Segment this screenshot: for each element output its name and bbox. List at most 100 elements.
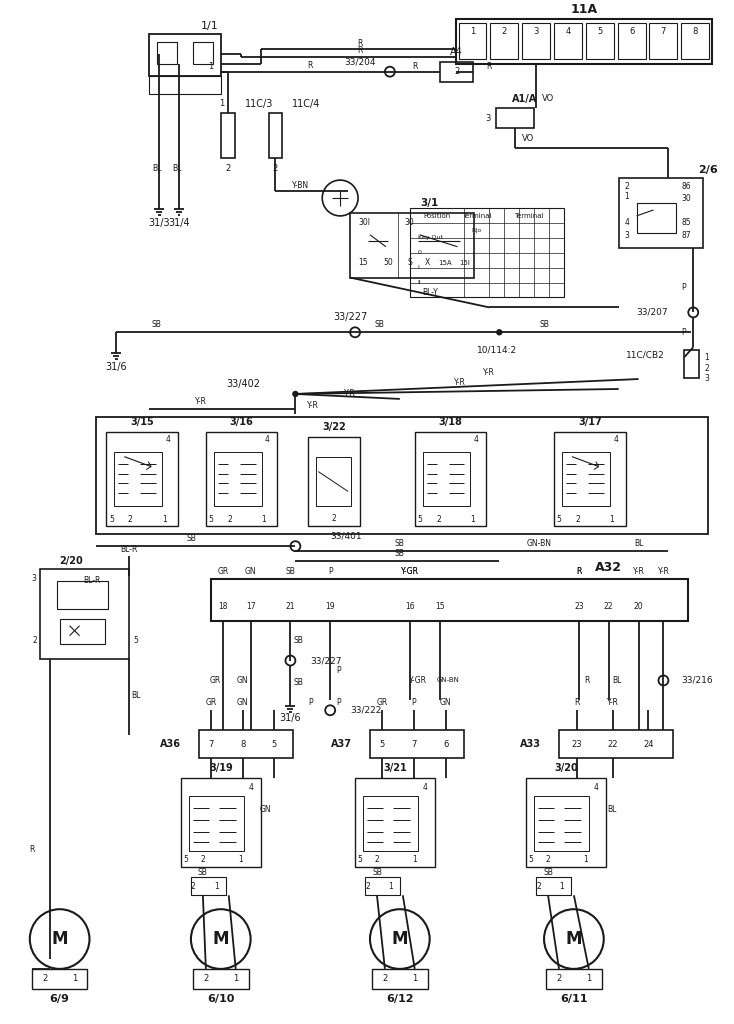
Text: 2: 2 (191, 882, 196, 891)
Text: 2: 2 (556, 975, 562, 983)
Text: 3/1: 3/1 (421, 198, 439, 208)
Text: 1: 1 (583, 855, 588, 864)
Text: Position: Position (423, 213, 450, 219)
Text: 8: 8 (693, 28, 698, 37)
Bar (370, 730, 465, 758)
Text: SB: SB (372, 868, 382, 877)
Text: R: R (308, 61, 313, 71)
Text: 3/16: 3/16 (230, 417, 253, 427)
Bar (269, 114, 283, 159)
Bar (206, 432, 277, 526)
Text: 3: 3 (486, 114, 491, 123)
Text: 2: 2 (228, 515, 232, 524)
Bar (40, 569, 129, 658)
Text: 4: 4 (624, 218, 629, 227)
Bar (350, 213, 474, 278)
Bar (106, 432, 178, 526)
Circle shape (385, 67, 395, 77)
Text: 30I: 30I (358, 218, 370, 227)
Text: GN-BN: GN-BN (526, 539, 551, 548)
Text: 3/17: 3/17 (578, 417, 602, 427)
Text: M: M (213, 930, 229, 948)
Text: 15A: 15A (437, 260, 451, 265)
Bar (363, 796, 418, 851)
Text: 5: 5 (357, 855, 363, 864)
Text: 31/3: 31/3 (148, 218, 170, 228)
Text: BL: BL (634, 539, 643, 548)
Text: 23: 23 (574, 602, 584, 611)
Text: 4: 4 (265, 435, 270, 444)
Text: 2: 2 (200, 855, 206, 864)
Text: 50: 50 (383, 258, 393, 267)
Text: 3: 3 (32, 574, 37, 584)
Text: R: R (574, 697, 580, 707)
Text: 7: 7 (208, 739, 214, 749)
Text: 1: 1 (412, 855, 417, 864)
Text: Y-R: Y-R (607, 697, 619, 707)
Text: 2: 2 (545, 855, 550, 864)
Text: 3/15: 3/15 (131, 417, 154, 427)
Bar (211, 579, 688, 621)
Text: R: R (576, 566, 581, 575)
Text: Key Out: Key Out (418, 236, 443, 241)
Text: 31/6: 31/6 (106, 362, 127, 372)
Text: 1: 1 (214, 882, 219, 891)
Text: A37: A37 (331, 739, 352, 750)
Text: 2: 2 (624, 181, 629, 190)
Bar (490, 23, 518, 58)
Text: 2: 2 (536, 882, 541, 891)
Text: 3/22: 3/22 (322, 422, 346, 432)
Text: 4: 4 (248, 783, 253, 793)
Text: Terminal: Terminal (515, 213, 544, 219)
Text: M: M (391, 930, 408, 948)
Text: I: I (418, 265, 420, 270)
Circle shape (544, 909, 604, 969)
Circle shape (370, 909, 429, 969)
Bar (459, 23, 487, 58)
Text: 1: 1 (219, 99, 224, 108)
Text: M: M (566, 930, 582, 948)
Text: GR: GR (209, 676, 220, 685)
Text: 30: 30 (681, 194, 691, 203)
Text: 1: 1 (388, 882, 393, 891)
Text: SB: SB (543, 868, 553, 877)
Text: 5: 5 (597, 28, 603, 37)
Text: 22: 22 (608, 739, 618, 749)
Text: 3/20: 3/20 (554, 763, 578, 773)
Text: R: R (487, 62, 492, 72)
Text: 6/11: 6/11 (560, 993, 588, 1004)
Text: 33/401: 33/401 (330, 531, 362, 541)
Circle shape (325, 706, 335, 715)
Text: 6/9: 6/9 (50, 993, 70, 1004)
Text: 6/10: 6/10 (207, 993, 234, 1004)
Text: 2: 2 (501, 28, 507, 37)
Text: 1: 1 (624, 191, 629, 201)
Text: 3/21: 3/21 (383, 763, 407, 773)
Text: 15: 15 (358, 258, 368, 267)
Bar (214, 452, 261, 506)
Text: 3: 3 (534, 28, 539, 37)
Text: SB: SB (186, 534, 196, 543)
Bar (199, 730, 294, 758)
Text: Y-GR: Y-GR (409, 676, 426, 685)
Text: 11C/4: 11C/4 (292, 98, 321, 109)
Text: 33/227: 33/227 (333, 312, 367, 323)
Text: S: S (407, 258, 413, 267)
Text: 4: 4 (565, 28, 570, 37)
Text: 5: 5 (418, 515, 422, 524)
Circle shape (30, 909, 90, 969)
Circle shape (688, 307, 698, 317)
Text: 33/204: 33/204 (344, 57, 376, 67)
Text: 1: 1 (704, 352, 709, 361)
Text: 33/207: 33/207 (637, 308, 669, 316)
Bar (410, 208, 564, 298)
Text: SB: SB (375, 319, 385, 329)
Text: VO: VO (522, 134, 534, 142)
Text: 3/18: 3/18 (439, 417, 462, 427)
Bar (423, 452, 470, 506)
Text: 11A: 11A (570, 2, 597, 15)
Text: 16: 16 (405, 602, 415, 611)
Text: 2: 2 (436, 515, 441, 524)
Text: 1: 1 (233, 975, 239, 983)
Text: P: P (328, 566, 333, 575)
